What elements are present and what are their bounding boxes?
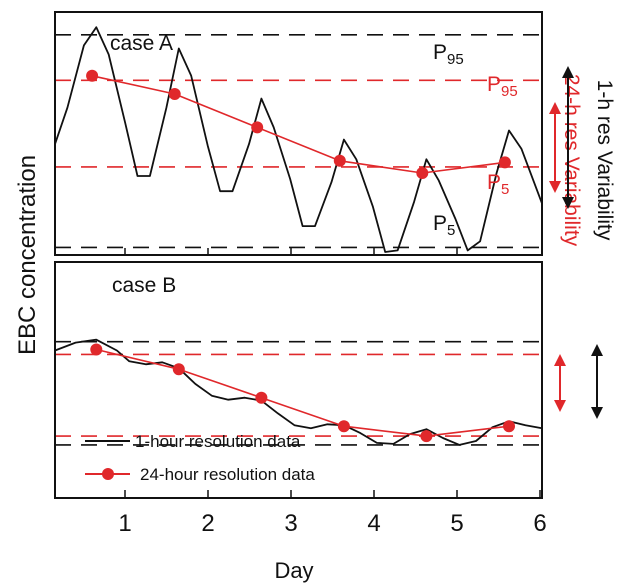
series-line-a-1h — [54, 26, 543, 253]
x-tick-label-2: 2 — [201, 510, 214, 537]
p5-black-label: P5 — [433, 212, 455, 239]
series-line-a-24h — [91, 75, 506, 174]
data-point-a-0 — [86, 69, 99, 82]
x-tick-label-5: 5 — [450, 510, 463, 537]
x-tick-label-6: 6 — [533, 510, 546, 537]
p95-black-label-prefix: P — [433, 41, 447, 64]
y-axis-title: EBC concentration — [14, 155, 41, 355]
data-point-a-2 — [251, 121, 264, 134]
x-axis-title: Day — [274, 558, 313, 583]
legend-marker-24h — [102, 468, 114, 480]
legend: 1-hour resolution data 24-hour resolutio… — [85, 432, 315, 484]
x-tick-label-1: 1 — [118, 510, 131, 537]
p5-black-label-prefix: P — [433, 212, 447, 235]
arrow-24h-panel-a — [549, 102, 561, 193]
legend-label-1h: 1-hour resolution data — [135, 432, 301, 451]
p95-red-label-prefix: P — [487, 73, 501, 96]
data-point-a-1 — [168, 88, 181, 100]
p5-red-label: P5 — [487, 171, 509, 198]
x-tick-label-3: 3 — [284, 510, 297, 537]
data-point-a-3 — [333, 154, 346, 167]
data-point-b-4 — [420, 430, 433, 443]
panel-b-frame — [54, 261, 543, 499]
p95-black-label-sub: 95 — [447, 51, 464, 68]
data-point-b-1 — [172, 363, 185, 376]
p95-red-label: P95 — [487, 73, 518, 100]
data-point-b-3 — [337, 420, 350, 433]
arrow-24h-panel-b — [554, 354, 566, 412]
annotation-24h-variability: 24-h res Variability — [560, 74, 583, 247]
arrow-1h-panel-a — [562, 66, 574, 209]
data-point-a-4 — [416, 167, 429, 179]
p5-red-label-prefix: P — [487, 171, 501, 194]
panel-a-label: case A — [110, 32, 173, 55]
p95-black-label: P95 — [433, 41, 464, 68]
data-point-b-2 — [255, 391, 268, 404]
x-axis — [124, 248, 541, 498]
data-point-b-5 — [503, 420, 515, 433]
panel-b-label: case B — [112, 274, 176, 297]
x-tick-label-4: 4 — [367, 510, 380, 537]
data-point-a-5 — [498, 156, 511, 169]
series-line-b-1h — [54, 338, 543, 446]
series-line-b-24h — [96, 348, 510, 437]
p5-red-label-sub: 5 — [501, 181, 509, 198]
panel-a-frame — [54, 11, 543, 256]
p95-red-label-sub: 95 — [501, 83, 518, 100]
arrow-1h-panel-b — [591, 344, 603, 419]
p5-black-label-sub: 5 — [447, 222, 455, 239]
legend-label-24h: 24-hour resolution data — [140, 465, 315, 484]
data-point-b-0 — [90, 343, 103, 356]
annotation-1h-variability: 1-h res Variability — [593, 80, 616, 241]
